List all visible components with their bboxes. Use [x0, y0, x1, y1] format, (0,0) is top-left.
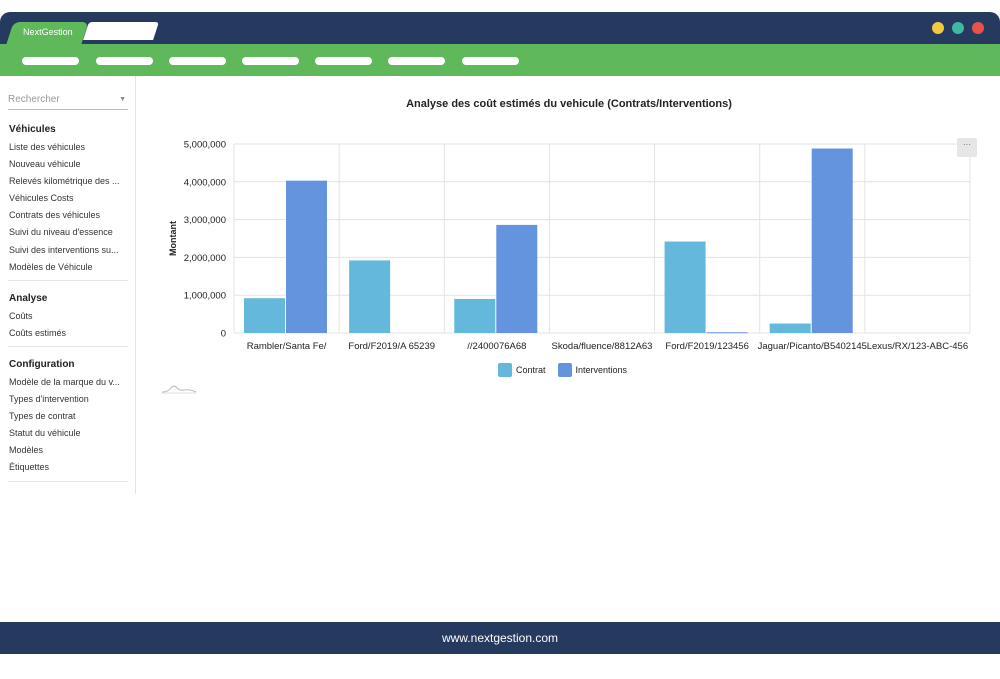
- legend-item[interactable]: Interventions: [557, 363, 628, 377]
- sidebar-item[interactable]: Modèles de Véhicule: [9, 261, 93, 272]
- menu-item-placeholder[interactable]: [242, 57, 299, 65]
- sidebar-item[interactable]: Contrats des véhicules: [9, 210, 101, 221]
- legend-swatch: [557, 363, 572, 377]
- footer-url[interactable]: www.nextgestion.com: [441, 631, 559, 645]
- menu-item-placeholder[interactable]: [96, 57, 153, 65]
- sidebar-nav: Véhicules Liste des véhicules Nouveau véhi…: [0, 118, 136, 488]
- tab-blank[interactable]: [83, 22, 159, 40]
- chart-legend: Contrat Interventions: [498, 363, 639, 378]
- sidebar-divider: [8, 480, 128, 482]
- sidebar-item[interactable]: Coûts: [9, 310, 33, 321]
- chart-title: Analyse des coût estimés du vehicule (Co…: [406, 98, 732, 110]
- sidebar-item[interactable]: Étiquettes: [9, 462, 50, 473]
- menu-item-placeholder[interactable]: [315, 57, 372, 65]
- menu-item-placeholder[interactable]: [22, 57, 79, 65]
- sparkline-icon: [161, 385, 197, 394]
- chart-options-button[interactable]: ···: [957, 138, 977, 157]
- sidebar-item[interactable]: Modèles: [9, 445, 44, 456]
- window-minimize-dot[interactable]: [932, 22, 944, 34]
- sidebar-item[interactable]: Nouveau véhicule: [9, 159, 81, 170]
- menu-item-placeholder[interactable]: [388, 57, 445, 65]
- sidebar-item[interactable]: Types de contrat: [9, 411, 76, 422]
- sidebar-section-title: Analyse: [9, 292, 48, 304]
- sidebar-item[interactable]: Liste des véhicules: [9, 142, 86, 152]
- legend-swatch: [498, 363, 512, 377]
- tab-label: NextGestion: [23, 27, 73, 37]
- sidebar-item[interactable]: Relevés kilométrique des ...: [9, 176, 120, 187]
- legend-label: Contrat: [516, 365, 546, 375]
- window-close-dot[interactable]: [972, 22, 984, 34]
- menu-item-placeholder[interactable]: [462, 57, 519, 65]
- footer: www.nextgestion.com: [0, 622, 1000, 654]
- legend-label: Interventions: [575, 365, 628, 375]
- title-bar: NextGestion: [0, 12, 1000, 44]
- sidebar-item[interactable]: Types d'intervention: [9, 394, 89, 405]
- sidebar-item[interactable]: Véhicules Costs: [9, 193, 74, 204]
- app-window: NextGestion Rechercher ▼ Véhicules Liste …: [0, 12, 1000, 666]
- tab-nextgestion[interactable]: NextGestion: [6, 22, 89, 44]
- sidebar-item[interactable]: Suivi des interventions su...: [9, 244, 119, 255]
- sidebar-divider: [8, 345, 128, 347]
- sidebar-item[interactable]: Suivi du niveau d'essence: [9, 227, 113, 238]
- sidebar-section-title: Véhicules: [9, 124, 56, 135]
- sidebar-section-title: Configuration: [9, 358, 75, 370]
- sidebar-divider: [8, 279, 128, 281]
- search-placeholder: Rechercher: [8, 94, 60, 105]
- sidebar-item[interactable]: Coûts estimés: [9, 327, 67, 338]
- sidebar: Rechercher ▼ Véhicules Liste des véhicule…: [0, 76, 136, 494]
- legend-item[interactable]: Contrat: [498, 363, 546, 377]
- search-input[interactable]: Rechercher ▼: [8, 88, 128, 110]
- menu-item-placeholder[interactable]: [169, 57, 226, 65]
- chevron-down-icon[interactable]: ▼: [119, 96, 126, 103]
- sidebar-item[interactable]: Modèle de la marque du v...: [9, 376, 120, 387]
- sidebar-item[interactable]: Statut du véhicule: [9, 428, 81, 439]
- top-menu-bar: [0, 44, 1000, 76]
- window-maximize-dot[interactable]: [952, 22, 964, 34]
